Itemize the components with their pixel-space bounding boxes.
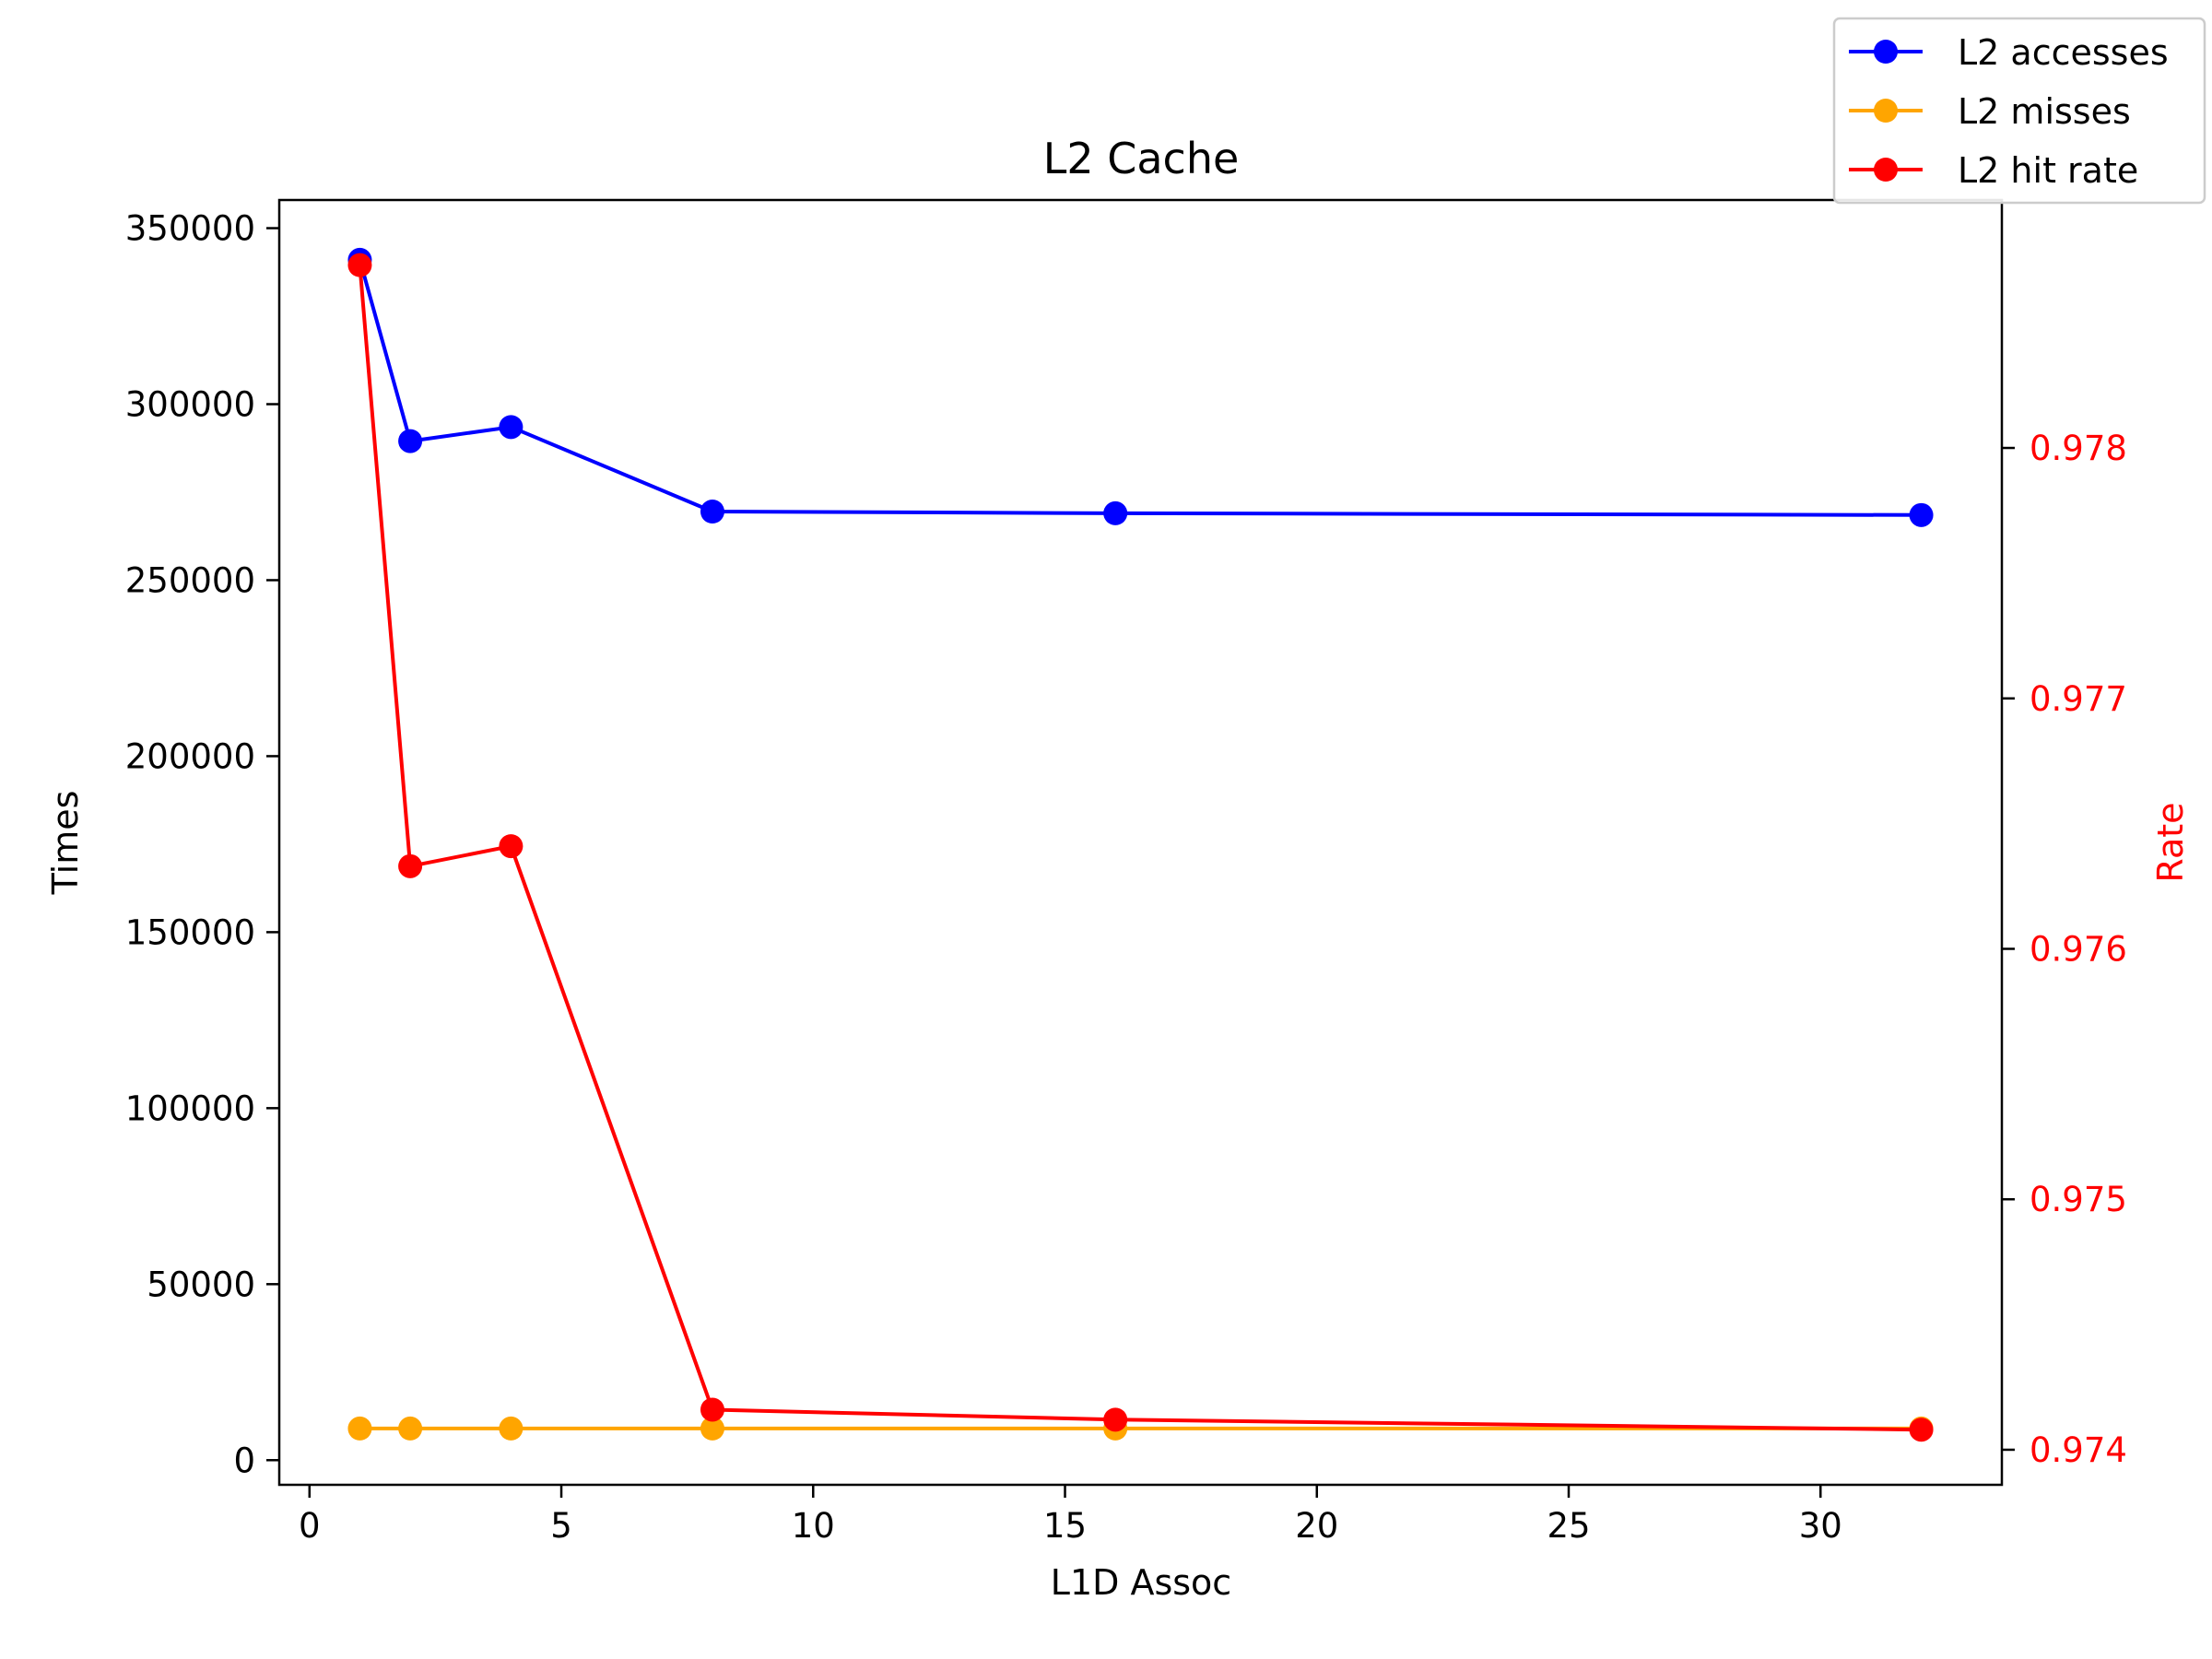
legend-marker-l2-hit-rate bbox=[1874, 158, 1898, 182]
l2-accesses-point bbox=[1909, 502, 1934, 527]
x-tick-label: 20 bbox=[1295, 1506, 1338, 1546]
l2-hit-rate-point bbox=[1909, 1418, 1934, 1442]
y-tick-label-right: 0.977 bbox=[2030, 679, 2127, 719]
l2-hit-rate-point bbox=[398, 853, 423, 878]
x-tick-label: 30 bbox=[1799, 1506, 1842, 1546]
y-axis-label-right: Rate bbox=[2150, 802, 2191, 882]
y-axis-label-left: Times bbox=[45, 791, 86, 896]
legend-label-l2-hit-rate: L2 hit rate bbox=[1958, 150, 2138, 191]
y-tick-label-left: 150000 bbox=[125, 912, 255, 952]
x-axis-label: L1D Assoc bbox=[1051, 1562, 1231, 1603]
x-tick-label: 25 bbox=[1547, 1506, 1590, 1546]
l2-accesses-line bbox=[358, 259, 1922, 517]
y-tick-label-left: 250000 bbox=[125, 560, 255, 600]
y-tick-label-left: 100000 bbox=[125, 1088, 255, 1128]
l2-misses-point bbox=[398, 1416, 423, 1441]
y-tick-label-left: 350000 bbox=[125, 209, 255, 249]
l2-hit-rate-point bbox=[347, 253, 372, 277]
l2-hit-rate-line bbox=[358, 265, 1922, 1432]
l2-hit-rate-point bbox=[499, 834, 524, 859]
x-tick-label: 0 bbox=[299, 1506, 321, 1546]
y-tick-label-left: 0 bbox=[233, 1441, 255, 1480]
x-tick-label: 10 bbox=[792, 1506, 835, 1546]
legend: L2 accesses L2 misses L2 hit rate bbox=[1832, 17, 2206, 205]
y-tick-label-left: 200000 bbox=[125, 736, 255, 776]
legend-marker-l2-misses bbox=[1874, 99, 1898, 123]
chart-title: L2 Cache bbox=[1043, 134, 1240, 183]
l2-accesses-point bbox=[398, 429, 423, 453]
legend-label-l2-misses: L2 misses bbox=[1958, 91, 2131, 132]
legend-box bbox=[1832, 17, 2206, 205]
x-tick-label: 15 bbox=[1043, 1506, 1087, 1546]
y-tick-label-right: 0.974 bbox=[2030, 1430, 2127, 1470]
l2-misses-point bbox=[499, 1416, 524, 1441]
y-tick-label-right: 0.976 bbox=[2030, 929, 2127, 969]
x-tick-label: 5 bbox=[550, 1506, 572, 1546]
l2-misses-point bbox=[347, 1416, 372, 1441]
legend-label-l2-accesses: L2 accesses bbox=[1958, 32, 2169, 73]
y-tick-label-left: 300000 bbox=[125, 385, 255, 425]
y-tick-label-right: 0.975 bbox=[2030, 1180, 2127, 1219]
l2-accesses-point bbox=[1103, 500, 1128, 525]
legend-marker-l2-accesses bbox=[1874, 40, 1898, 64]
y-tick-label-left: 50000 bbox=[147, 1265, 255, 1304]
l2-misses-point bbox=[700, 1416, 724, 1441]
l2-accesses-point bbox=[700, 499, 724, 524]
l2-hit-rate-point bbox=[1103, 1407, 1128, 1432]
l2-hit-rate-point bbox=[700, 1397, 724, 1422]
l2-accesses-point bbox=[499, 415, 524, 440]
plot-frame bbox=[277, 198, 2004, 1487]
y-tick-label-right: 0.978 bbox=[2030, 429, 2127, 468]
